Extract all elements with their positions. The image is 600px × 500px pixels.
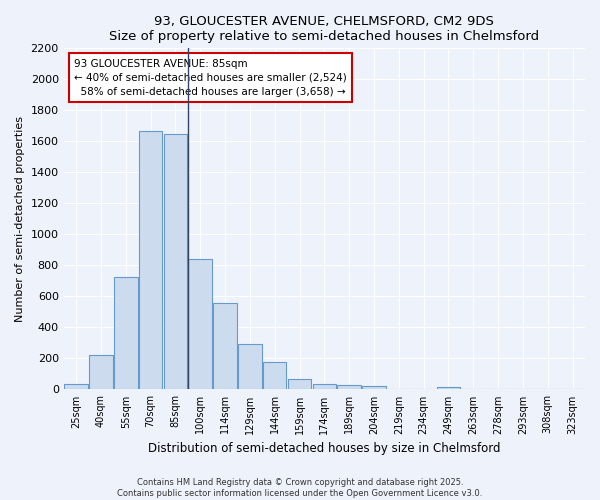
Text: 93 GLOUCESTER AVENUE: 85sqm
← 40% of semi-detached houses are smaller (2,524)
  : 93 GLOUCESTER AVENUE: 85sqm ← 40% of sem… [74,58,347,96]
Bar [188,259,212,390]
Bar [337,385,361,390]
Bar [437,387,460,390]
Bar [89,356,113,390]
Bar [64,384,88,390]
Bar [114,277,137,390]
Title: 93, GLOUCESTER AVENUE, CHELMSFORD, CM2 9DS
Size of property relative to semi-det: 93, GLOUCESTER AVENUE, CHELMSFORD, CM2 9… [109,15,539,43]
Bar [139,130,163,390]
Bar [263,362,286,390]
Bar [213,304,237,390]
Bar [288,378,311,390]
Bar [313,384,336,390]
Bar [238,344,262,390]
Bar [362,386,386,390]
Y-axis label: Number of semi-detached properties: Number of semi-detached properties [15,116,25,322]
X-axis label: Distribution of semi-detached houses by size in Chelmsford: Distribution of semi-detached houses by … [148,442,500,455]
Bar [164,134,187,390]
Text: Contains HM Land Registry data © Crown copyright and database right 2025.
Contai: Contains HM Land Registry data © Crown c… [118,478,482,498]
